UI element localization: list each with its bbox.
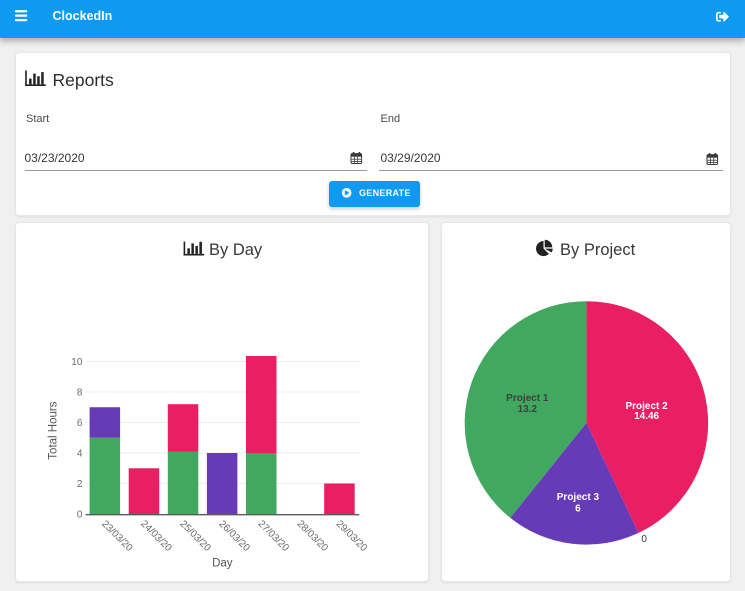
svg-text:13.2: 13.2 bbox=[518, 404, 538, 415]
svg-text:Project 1: Project 1 bbox=[506, 393, 549, 404]
svg-text:Total Hours: Total Hours bbox=[47, 401, 59, 459]
svg-text:29/03/20: 29/03/20 bbox=[334, 519, 370, 555]
svg-text:4: 4 bbox=[77, 449, 83, 460]
svg-text:25/03/20: 25/03/20 bbox=[177, 519, 213, 555]
svg-text:Project 3: Project 3 bbox=[557, 492, 600, 503]
svg-text:0: 0 bbox=[641, 534, 647, 545]
svg-text:23/03/20: 23/03/20 bbox=[99, 519, 135, 555]
svg-text:10: 10 bbox=[71, 357, 83, 368]
svg-text:Day: Day bbox=[212, 558, 233, 570]
svg-text:6: 6 bbox=[575, 504, 581, 515]
svg-text:26/03/20: 26/03/20 bbox=[216, 519, 252, 555]
svg-text:0: 0 bbox=[77, 510, 83, 521]
svg-text:Project 2: Project 2 bbox=[625, 401, 668, 412]
svg-text:24/03/20: 24/03/20 bbox=[138, 519, 174, 555]
svg-text:28/03/20: 28/03/20 bbox=[295, 519, 331, 555]
svg-text:14.46: 14.46 bbox=[634, 411, 659, 422]
svg-text:2: 2 bbox=[77, 479, 83, 490]
svg-text:8: 8 bbox=[77, 388, 83, 399]
svg-text:27/03/20: 27/03/20 bbox=[255, 519, 291, 555]
svg-text:6: 6 bbox=[77, 418, 83, 429]
